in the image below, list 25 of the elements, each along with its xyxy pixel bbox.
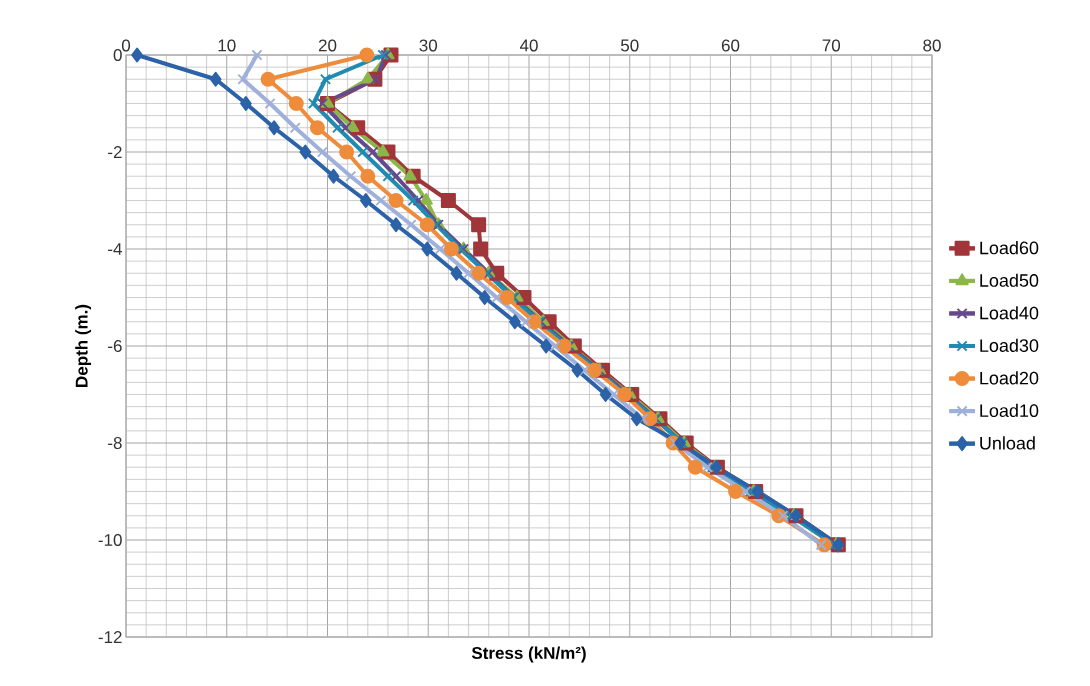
x-axis-title: Stress (kN/m²) [471, 646, 586, 663]
x-tick-label: 50 [620, 39, 639, 52]
y-tick-label: -10 [98, 533, 122, 547]
x-tick-label: 20 [318, 39, 337, 52]
legend-label: Load60 [980, 241, 1039, 255]
legend-label: Load10 [980, 403, 1039, 418]
legend-label: Load30 [980, 338, 1039, 352]
x-tick-label: 30 [419, 39, 438, 52]
x-tick-label: 40 [519, 39, 538, 52]
y-tick-label: -4 [108, 243, 122, 255]
x-tick-label: 0 [121, 39, 131, 52]
y-tick-label: -8 [108, 436, 122, 450]
legend-label: Unload [980, 436, 1035, 450]
y-tick-label: -6 [108, 339, 122, 353]
y-tick-label: -2 [108, 146, 122, 158]
y-tick-label: -12 [98, 631, 122, 643]
x-tick-label: 10 [218, 39, 236, 52]
x-tick-label: 70 [822, 39, 841, 52]
legend-label: Load50 [980, 273, 1039, 287]
legend-label: Load20 [980, 371, 1039, 385]
y-tick-label: 0 [113, 48, 122, 62]
x-tick-label: 80 [923, 39, 941, 52]
y-axis-title: Depth (m.) [75, 304, 92, 387]
x-tick-label: 60 [721, 39, 740, 52]
legend-label: Load40 [980, 306, 1039, 320]
